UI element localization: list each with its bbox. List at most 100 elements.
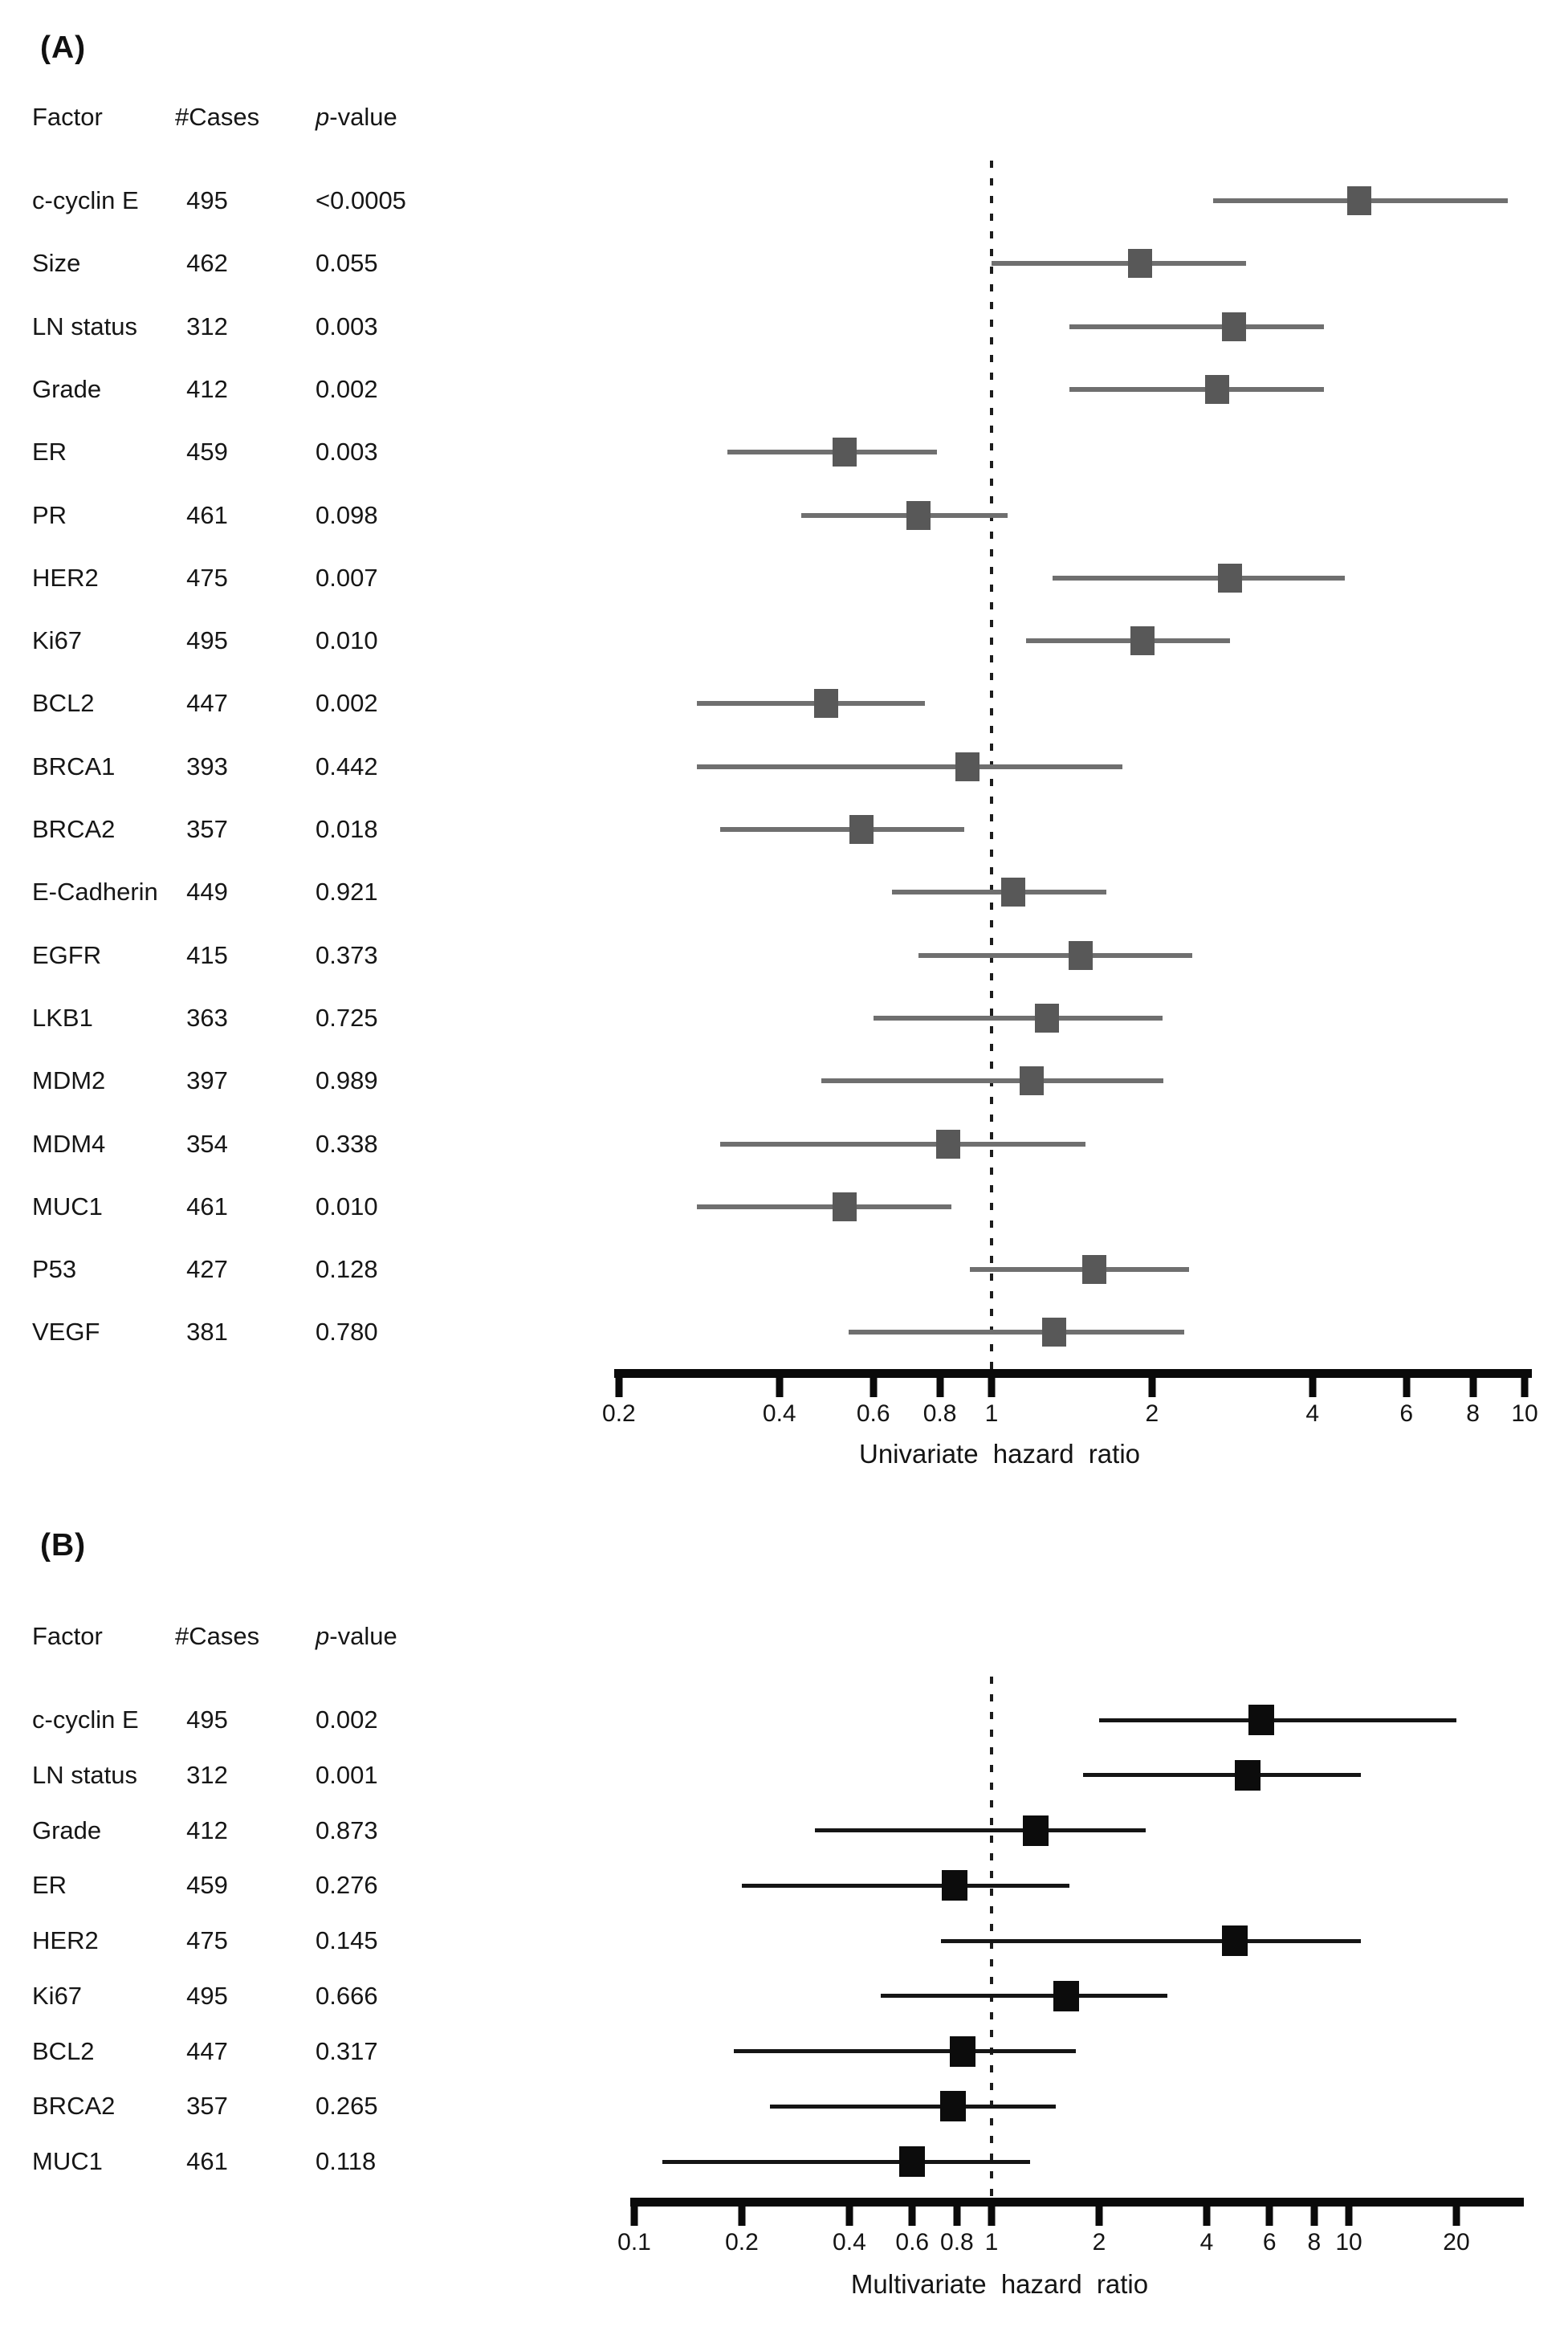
x-axis-tick-label: 0.1 <box>617 2229 651 2256</box>
x-axis-tick <box>1095 2205 1103 2226</box>
hr-marker <box>942 1870 968 1901</box>
ci-line <box>814 1828 1146 1832</box>
factor-label: Ki67 <box>32 626 83 655</box>
x-axis-tick <box>615 1376 623 1397</box>
column-header-pvalue-b: p-value <box>316 1622 397 1651</box>
x-axis-tick <box>845 2205 853 2226</box>
pvalue-header-rest: -value <box>329 1622 397 1650</box>
x-axis-tick <box>1148 1376 1156 1397</box>
x-axis-bar <box>614 1369 1532 1378</box>
x-axis-tick-label: 6 <box>1262 2229 1277 2256</box>
cases-value: 495 <box>186 1981 228 2010</box>
ci-line <box>849 1330 1185 1335</box>
ci-line <box>662 2159 1030 2164</box>
factor-label: HER2 <box>32 1926 99 1954</box>
pvalue-value: 0.666 <box>316 1981 378 2010</box>
x-axis-tick-label: 8 <box>1466 1400 1480 1427</box>
x-axis-tick <box>953 2205 961 2226</box>
x-axis-tick-label: 10 <box>1335 2229 1362 2256</box>
pvalue-value: 0.010 <box>316 1192 378 1220</box>
x-axis-tick-label: 0.6 <box>895 2229 930 2256</box>
ci-line <box>1098 1718 1456 1722</box>
ci-line <box>918 952 1193 958</box>
hr-marker <box>1034 1003 1059 1033</box>
factor-label: LKB1 <box>32 1003 93 1032</box>
pvalue-value: 0.338 <box>316 1129 378 1158</box>
ci-line <box>940 1938 1361 1943</box>
pvalue-value: 0.442 <box>316 752 378 780</box>
cases-value: 459 <box>186 1871 228 1900</box>
pvalue-header-p-italic: p <box>316 1622 330 1650</box>
ci-line <box>873 1015 1163 1021</box>
column-header-factor-a: Factor <box>32 103 103 131</box>
ci-line <box>821 1078 1163 1084</box>
x-axis-tick-label: 0.4 <box>833 2229 866 2256</box>
pvalue-value: 0.002 <box>316 374 378 403</box>
x-axis-tick-label: 0.2 <box>725 2229 759 2256</box>
pvalue-value: 0.373 <box>316 940 378 969</box>
x-axis-tick <box>776 1376 784 1397</box>
pvalue-value: 0.098 <box>316 500 378 529</box>
ci-line <box>1069 386 1324 392</box>
axis-title-multivariate: Multivariate hazard ratio <box>850 2269 1149 2299</box>
hr-marker <box>1069 940 1094 970</box>
column-header-cases-b: #Cases <box>175 1622 260 1650</box>
factor-label: E-Cadherin <box>32 878 158 907</box>
pvalue-header-p-italic: p <box>316 103 330 131</box>
ci-line <box>1069 324 1324 329</box>
cases-value: 447 <box>186 2036 228 2065</box>
x-axis-tick-label: 1 <box>984 1400 999 1427</box>
pvalue-value: 0.002 <box>316 1705 378 1734</box>
hr-marker <box>949 2035 975 2067</box>
factor-label: MUC1 <box>32 2147 103 2175</box>
x-axis-tick <box>936 1376 944 1397</box>
factor-label: BRCA2 <box>32 815 116 843</box>
reference-line-hr1 <box>990 161 993 1378</box>
x-axis-tick <box>1345 2205 1353 2226</box>
factor-label: BRCA2 <box>32 2092 116 2121</box>
hr-marker <box>955 752 979 781</box>
factor-label: BCL2 <box>32 2036 95 2065</box>
pvalue-value: 0.010 <box>316 626 378 655</box>
x-axis-tick <box>1452 2205 1460 2226</box>
factor-label: PR <box>32 500 67 529</box>
ci-line <box>720 1141 1085 1147</box>
cases-value: 449 <box>186 878 228 907</box>
ci-line <box>992 261 1246 267</box>
hr-marker <box>1222 312 1247 341</box>
hr-marker <box>939 2091 966 2122</box>
column-header-cases-a: #Cases <box>175 103 260 131</box>
cases-value: 381 <box>186 1318 228 1347</box>
x-axis-tick-label: 2 <box>1145 1400 1159 1427</box>
factor-label: Ki67 <box>32 1981 83 2010</box>
cases-value: 459 <box>186 438 228 467</box>
x-axis-tick <box>738 2205 746 2226</box>
cases-value: 363 <box>186 1003 228 1032</box>
cases-value: 412 <box>186 1815 228 1844</box>
factor-label: Grade <box>32 1815 102 1844</box>
x-axis-tick <box>1310 2205 1318 2226</box>
hr-marker <box>906 500 931 530</box>
pvalue-value: 0.989 <box>316 1066 378 1095</box>
hr-marker <box>1248 1705 1275 1735</box>
pvalue-value: 0.873 <box>316 1815 378 1844</box>
x-axis-tick <box>1403 1376 1411 1397</box>
factor-label: HER2 <box>32 563 99 592</box>
cases-value: 462 <box>186 249 228 278</box>
x-axis-tick <box>1521 1376 1529 1397</box>
x-axis-tick-label: 0.2 <box>602 1400 636 1427</box>
axis-title-univariate: Univariate hazard ratio <box>859 1439 1140 1469</box>
cases-value: 495 <box>186 186 228 214</box>
hr-marker <box>832 1192 857 1221</box>
x-axis-bar <box>630 2198 1524 2207</box>
x-axis-tick-label: 6 <box>1399 1400 1414 1427</box>
x-axis-tick-label: 0.6 <box>856 1400 890 1427</box>
hr-marker <box>1020 1066 1045 1096</box>
pvalue-value: 0.003 <box>316 312 378 340</box>
ci-line <box>696 1204 951 1209</box>
factor-label: ER <box>32 438 67 467</box>
factor-label: MUC1 <box>32 1192 103 1220</box>
hr-marker <box>832 438 857 467</box>
factor-label: LN status <box>32 312 137 340</box>
cases-value: 397 <box>186 1066 228 1095</box>
